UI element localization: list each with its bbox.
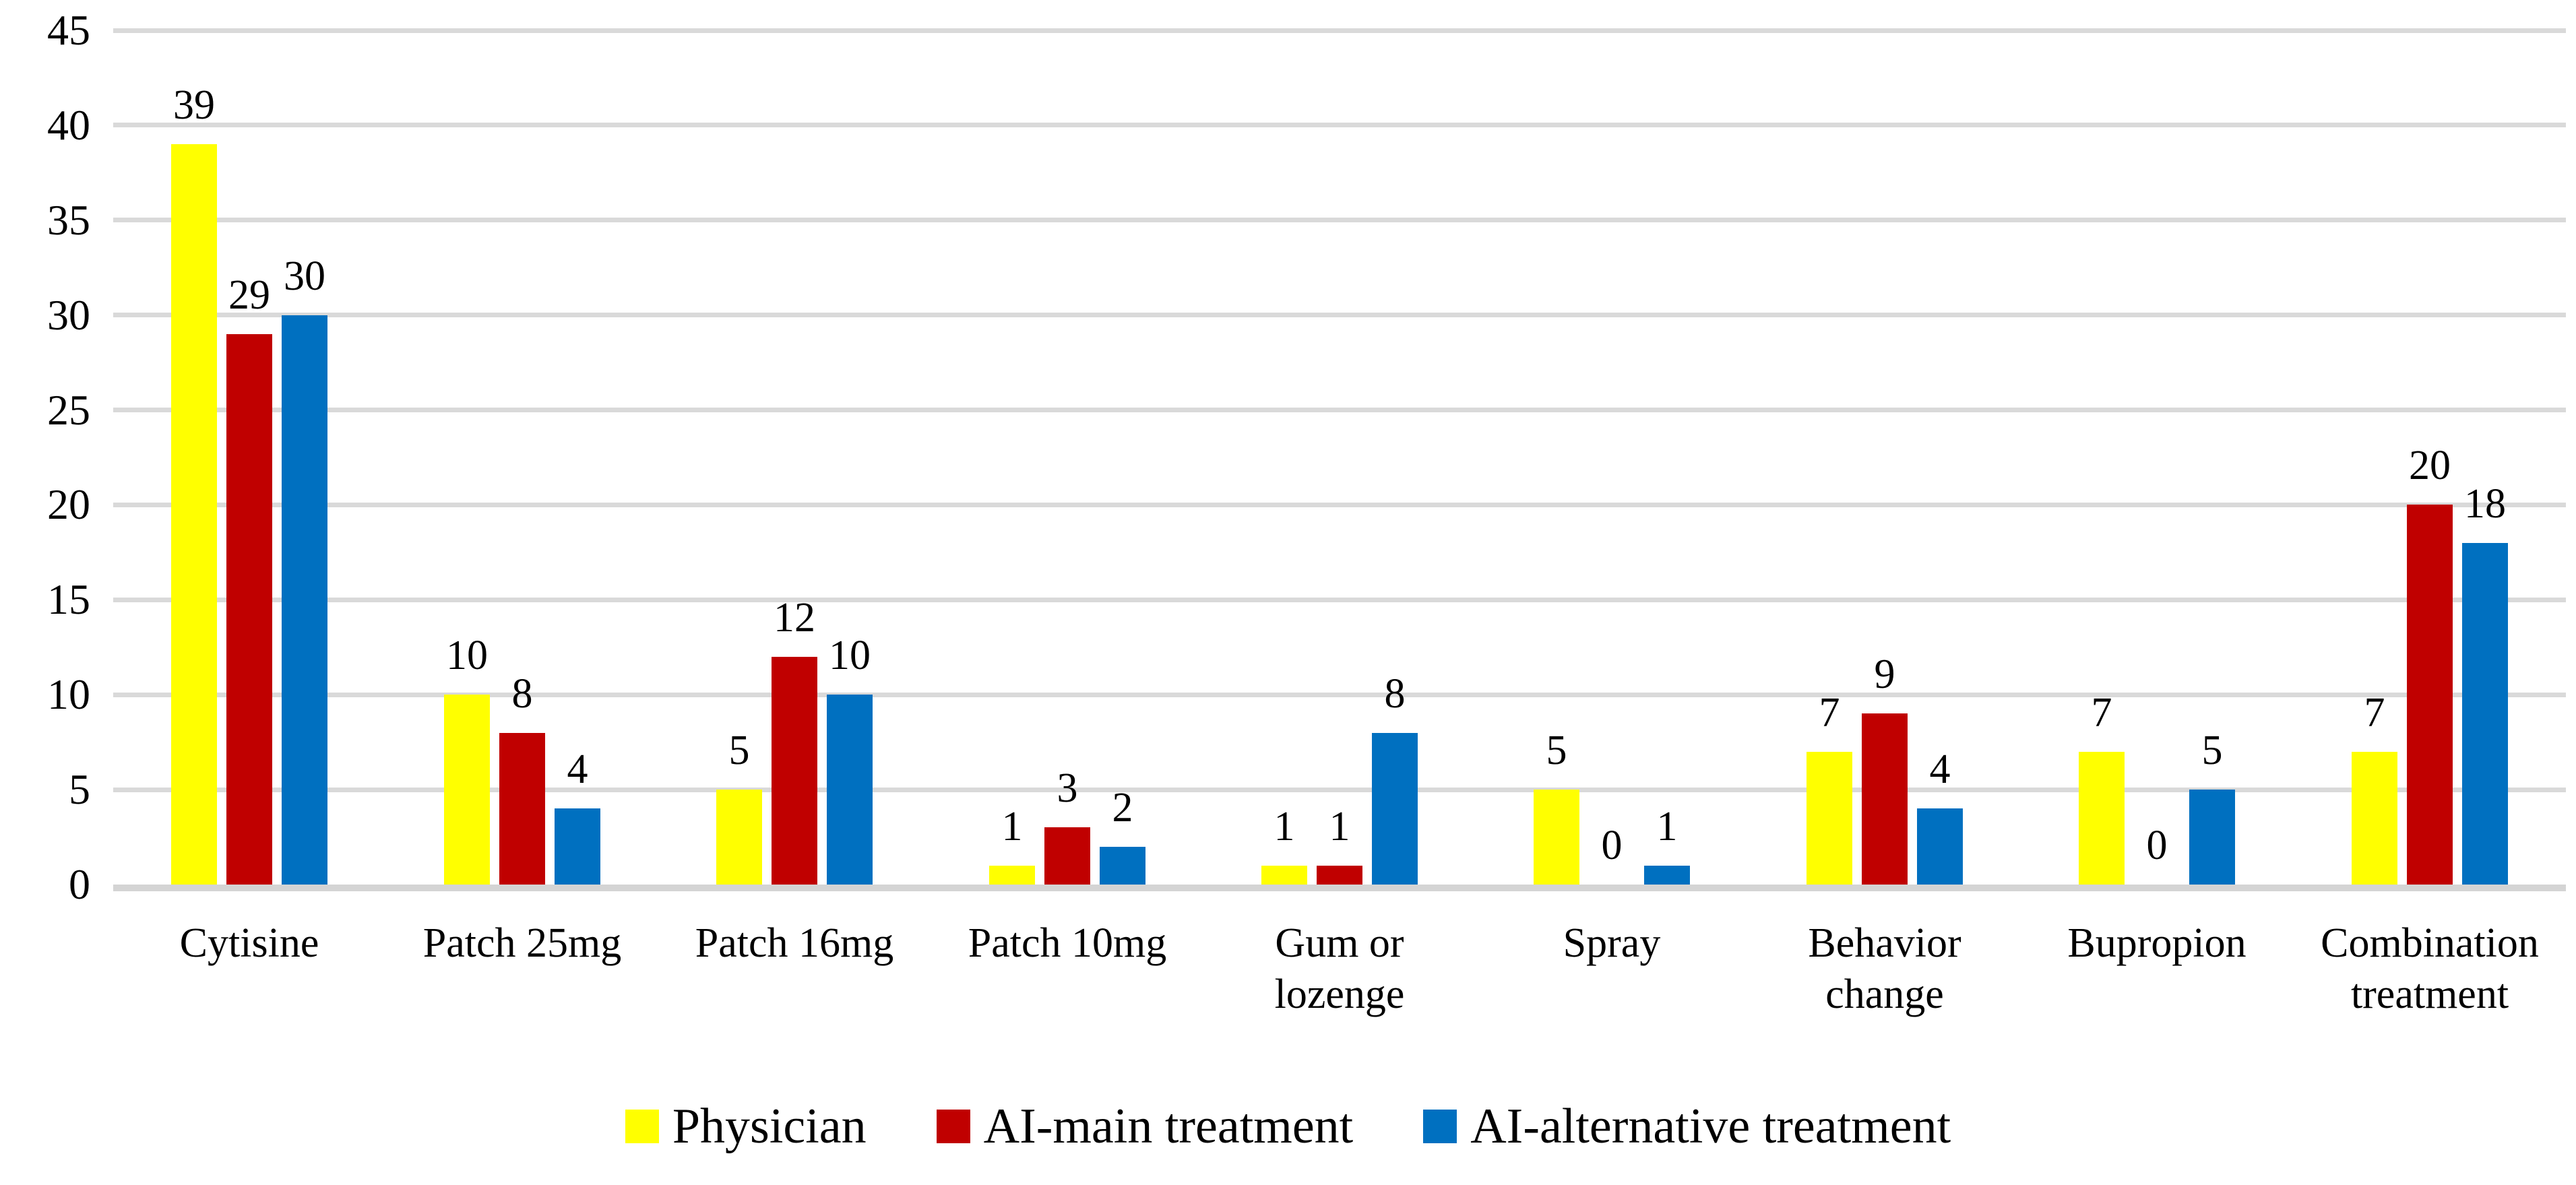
data-label: 18 [2464,481,2506,527]
data-label: 20 [2409,443,2451,488]
data-label: 8 [511,671,533,717]
y-tick-label: 5 [69,765,90,813]
data-label: 0 [2146,823,2168,868]
bar [282,315,327,885]
data-label: 8 [1384,671,1406,717]
data-label: 1 [1656,804,1678,850]
data-label: 9 [1874,651,1895,697]
category-label: Patch 25mg [422,920,622,966]
gridline [113,123,2566,127]
legend-label: AI-main treatment [983,1099,1354,1154]
data-label: 4 [1929,746,1951,792]
gridline [113,313,2566,317]
y-tick-label: 35 [47,196,90,244]
bar [444,695,490,885]
legend-label: Physician [672,1099,867,1154]
bar [716,790,762,885]
gridline [113,218,2566,222]
y-tick-label: 0 [69,860,90,908]
bar [2079,752,2125,885]
data-label: 10 [446,633,488,678]
data-label: 7 [2091,690,2112,736]
bar [772,657,817,885]
bar [2352,752,2397,885]
bar [555,808,600,885]
data-label: 39 [173,82,215,128]
bar [827,695,873,885]
y-tick-label: 25 [47,386,90,434]
legend: Physician AI-main treatment AI-alternative… [0,1086,2576,1167]
data-label: 0 [1601,823,1623,868]
bar [1100,847,1145,885]
bar [226,334,272,885]
legend-label: AI-alternative treatment [1470,1099,1951,1154]
bar [2407,505,2453,885]
bar [1044,827,1090,885]
category-label: Spray [1563,920,1661,966]
y-tick-label: 15 [47,575,90,623]
legend-item: AI-main treatment [936,1097,1354,1155]
y-tick-label: 40 [47,101,90,149]
category-label: Gum or lozenge [1274,920,1405,1017]
legend-item: AI-alternative treatment [1423,1097,1951,1155]
category-label: Cytisine [179,920,319,966]
bar [1372,733,1418,885]
bar [1862,713,1908,885]
data-label: 4 [567,746,588,792]
category-label: Bupropion [2067,920,2247,966]
data-label: 10 [829,633,871,678]
bar [1317,866,1362,885]
bar [2189,790,2235,885]
data-label: 12 [774,595,815,641]
bar [1807,752,1852,885]
y-tick-label: 20 [47,480,90,528]
data-label: 5 [728,728,750,773]
bar [1917,808,1963,885]
y-tick-label: 10 [47,670,90,718]
data-label: 2 [1112,785,1133,831]
data-label: 3 [1057,765,1078,811]
bar [989,866,1035,885]
gridline [113,693,2566,697]
y-tick-label: 30 [47,291,90,339]
bar [171,144,217,885]
bar [499,733,545,885]
y-tick-label: 45 [47,6,90,54]
legend-item: Physician [625,1097,867,1155]
data-label: 5 [2201,728,2223,773]
data-label: 7 [1819,690,1840,736]
data-label: 5 [1546,728,1567,773]
gridline [113,598,2566,602]
data-label: 1 [1329,804,1350,850]
data-label: 7 [2364,690,2385,736]
bar [1261,866,1307,885]
category-label: Behavior change [1808,920,1961,1017]
data-label: 1 [1001,804,1023,850]
x-axis-baseline [113,885,2566,891]
gridline [113,408,2566,412]
category-label: Patch 16mg [695,920,894,966]
gridline [113,28,2566,33]
gridline [113,503,2566,507]
data-label: 30 [284,253,325,299]
bar [2462,543,2508,885]
bar [1644,866,1690,885]
legend-swatch-icon [625,1110,659,1143]
gridline [113,788,2566,792]
legend-swatch-icon [936,1110,970,1143]
data-label: 29 [228,272,270,318]
legend-swatch-icon [1423,1110,1457,1143]
category-label: Combination treatment [2321,920,2539,1017]
bar [1534,790,1579,885]
data-label: 1 [1274,804,1295,850]
category-label: Patch 10mg [968,920,1167,966]
